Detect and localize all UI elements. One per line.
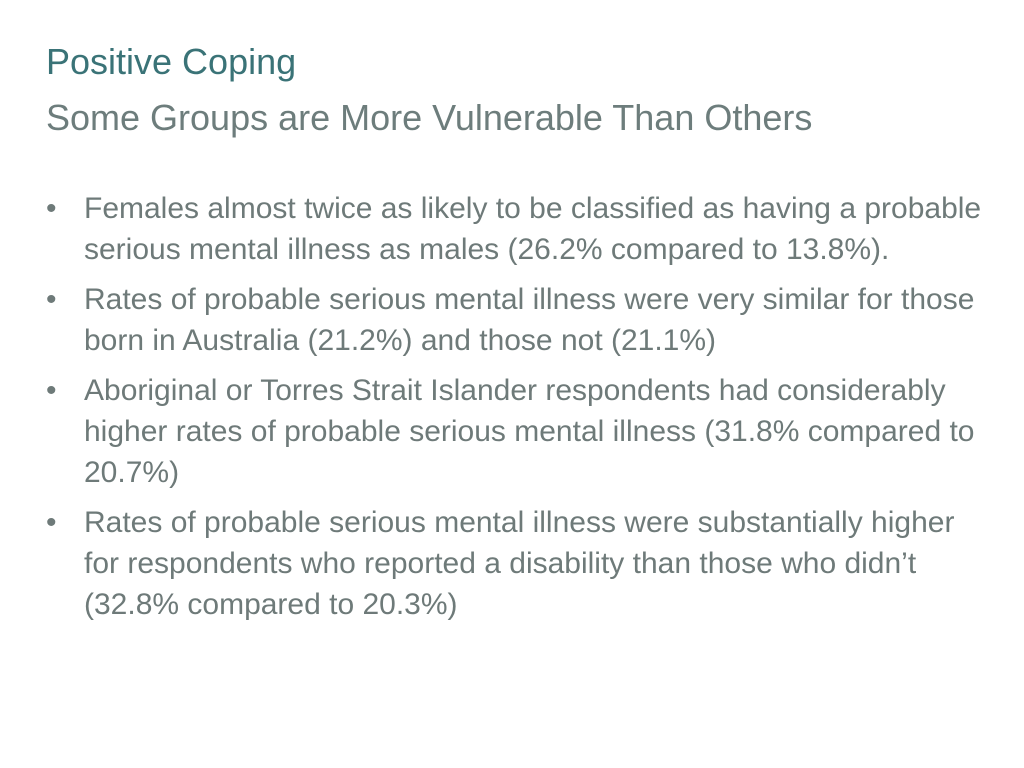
bullet-text: Rates of probable serious mental illness… <box>84 506 955 621</box>
slide-subtitle: Some Groups are More Vulnerable Than Oth… <box>46 97 813 138</box>
bullet-marker: • <box>46 506 57 539</box>
bullet-marker: • <box>46 283 57 316</box>
bullet-list: • Females almost twice as likely to be c… <box>46 188 986 625</box>
bullet-item: • Females almost twice as likely to be c… <box>46 188 986 270</box>
bullet-item: • Rates of probable serious mental illne… <box>46 279 986 361</box>
bullet-marker: • <box>46 192 57 225</box>
bullet-text: Rates of probable serious mental illness… <box>84 283 975 357</box>
bullet-text: Aboriginal or Torres Strait Islander res… <box>84 374 975 489</box>
slide-title: Positive Coping <box>46 41 297 82</box>
bullet-item: • Aboriginal or Torres Strait Islander r… <box>46 370 986 493</box>
bullet-text: Females almost twice as likely to be cla… <box>84 192 982 266</box>
bullet-item: • Rates of probable serious mental illne… <box>46 502 986 625</box>
bullet-marker: • <box>46 374 57 407</box>
